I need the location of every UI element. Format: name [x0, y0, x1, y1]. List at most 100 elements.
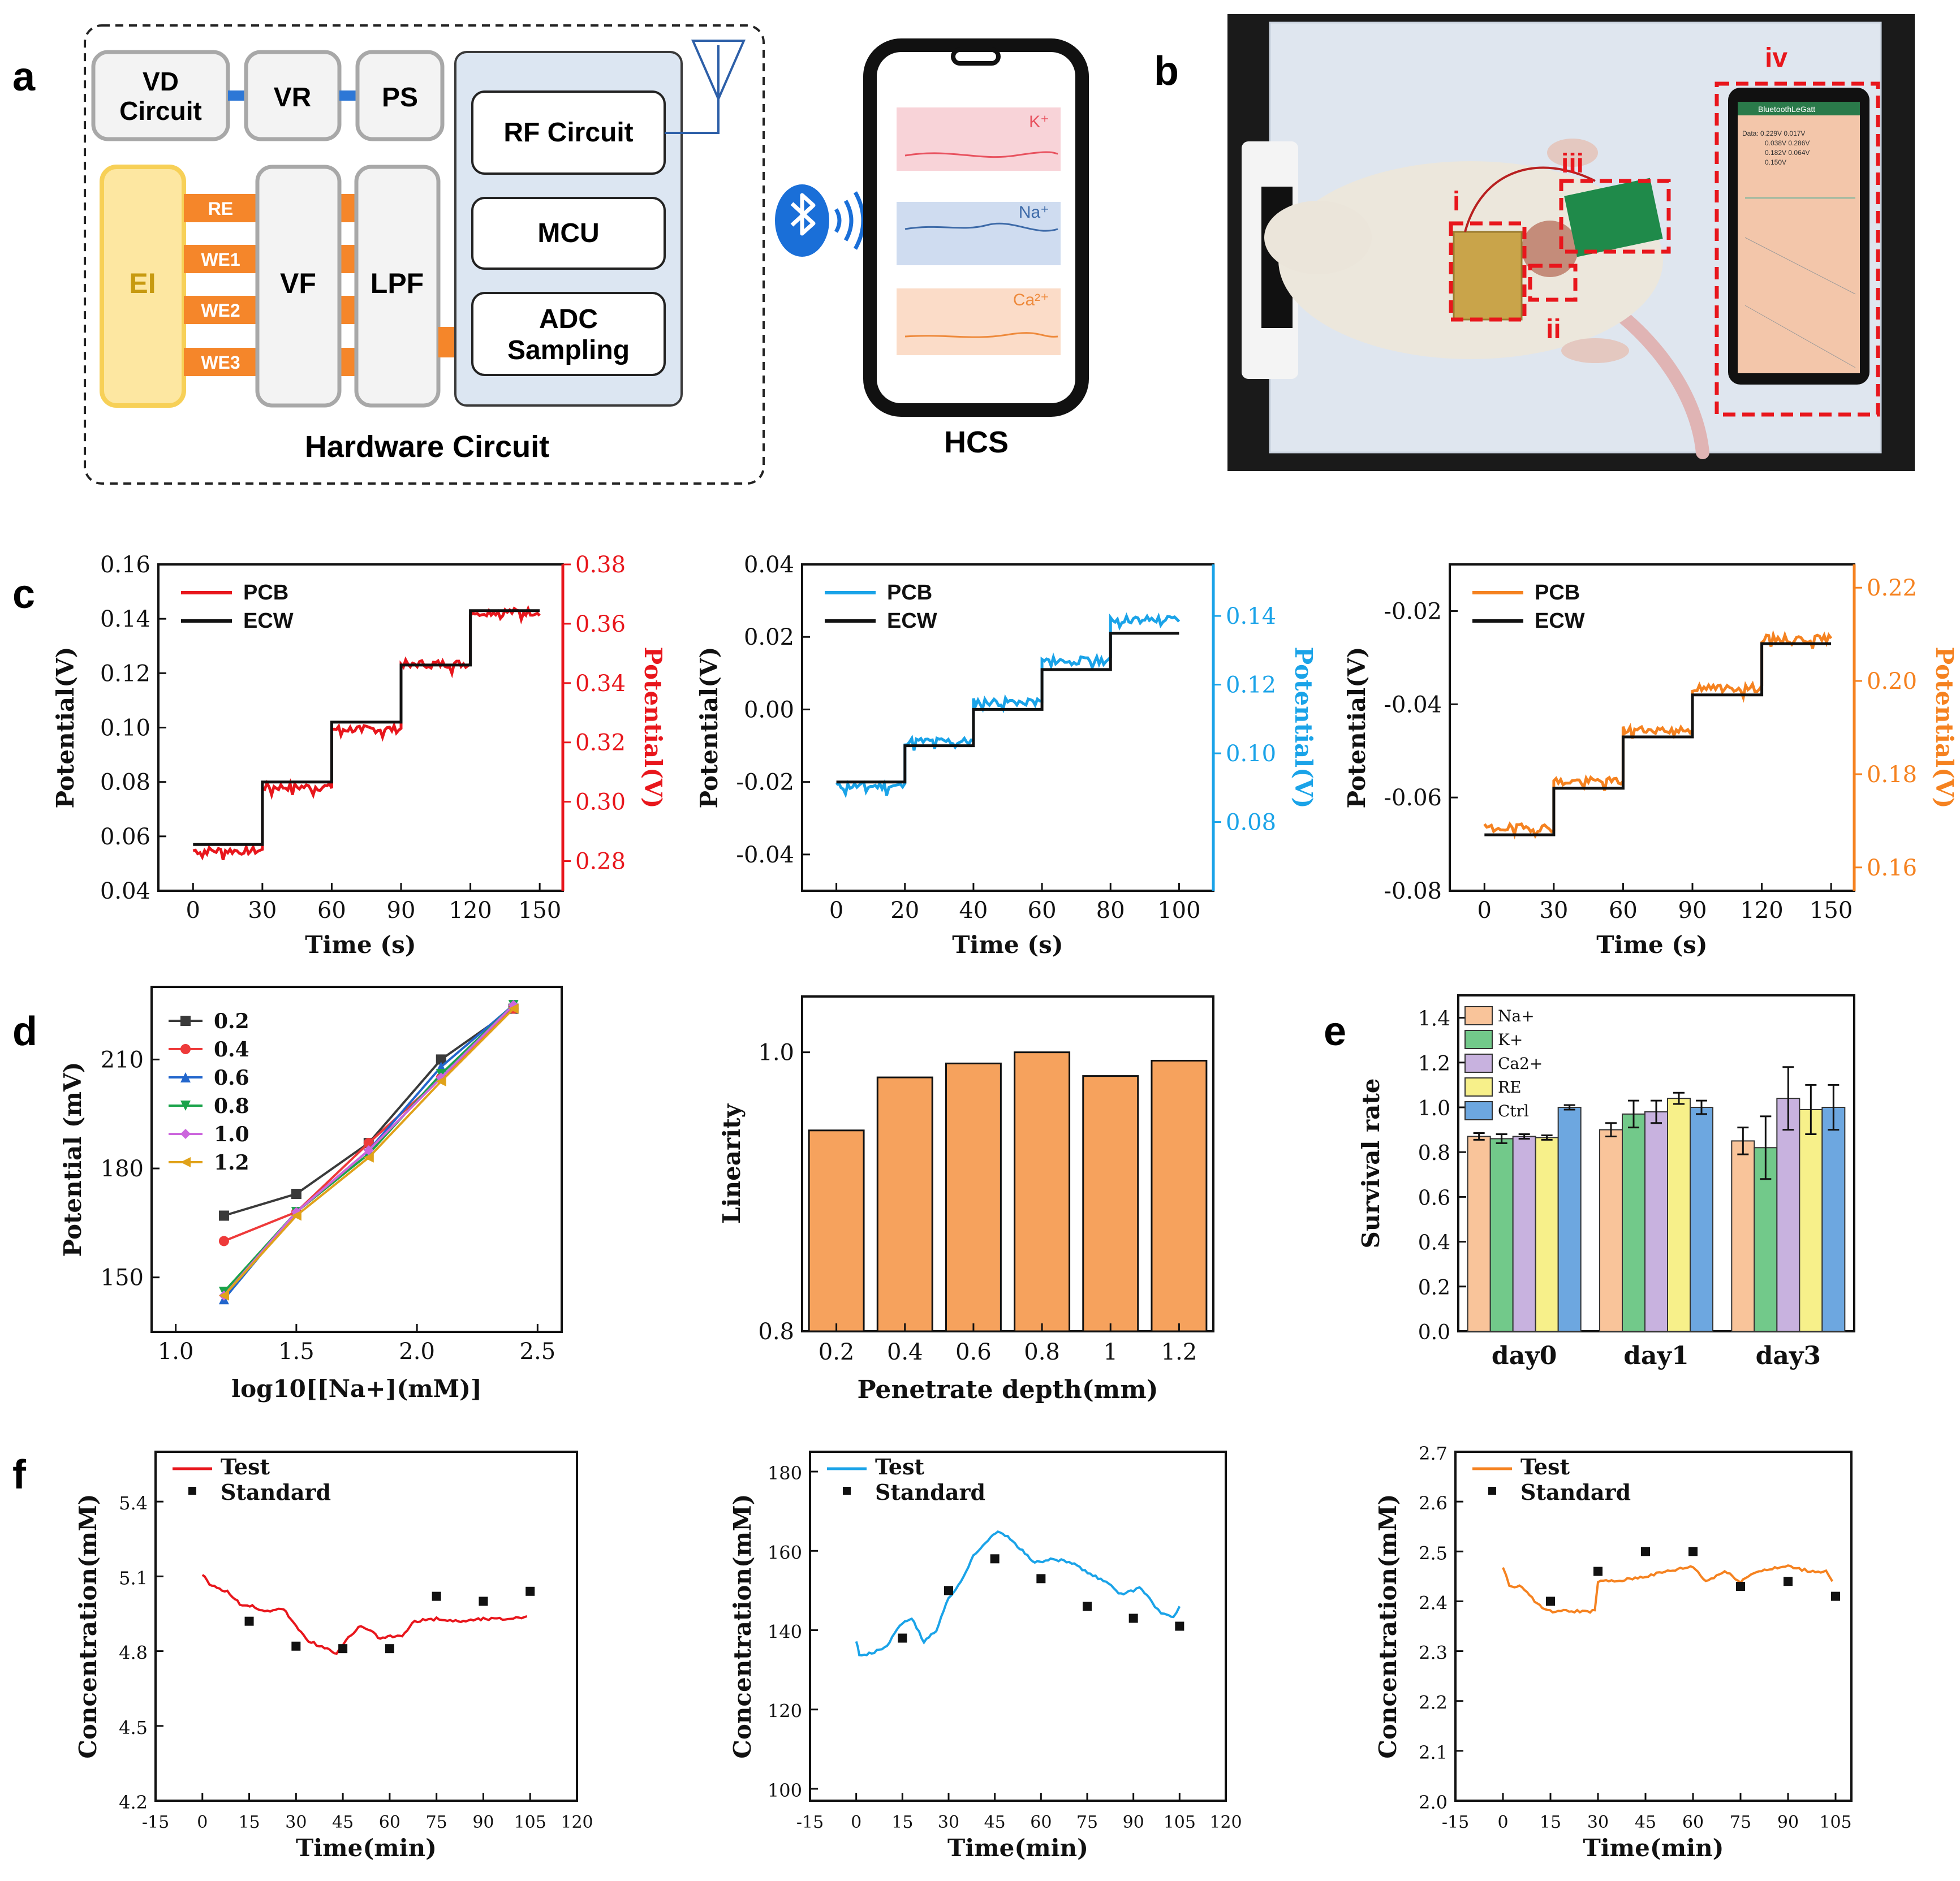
bar [945, 1062, 1002, 1332]
data-point [291, 1210, 301, 1221]
standard-point [898, 1633, 907, 1643]
x-tick-label: 60 [1682, 1813, 1704, 1832]
bar [808, 1129, 865, 1332]
y-axis-title: Potential(V) [1343, 647, 1371, 809]
bar [1690, 1107, 1713, 1332]
y-tick-label: 0.8 [758, 1319, 794, 1345]
legend-label-test: Test [875, 1454, 924, 1479]
data-point [180, 1101, 191, 1111]
y-tick-label: 140 [768, 1621, 802, 1643]
y-tick-label: 2.1 [1419, 1742, 1448, 1763]
x-tick-label: 60 [317, 898, 346, 924]
y2-tick-label: 0.12 [1226, 672, 1276, 698]
x-axis-title: Time (s) [305, 931, 416, 959]
y-tick-label: 0.0 [1418, 1321, 1450, 1344]
standard-point [1128, 1613, 1138, 1623]
ecw-series-line [836, 632, 1179, 784]
data-point [180, 1157, 191, 1167]
y2-tick-label: 0.38 [575, 552, 626, 578]
y-tick-label: 100 [768, 1780, 802, 1801]
y-tick-label: 0.10 [100, 715, 150, 741]
y-tick-label: 1.0 [1418, 1097, 1450, 1120]
bar [1731, 1140, 1755, 1332]
highlight-box-ii [1528, 264, 1578, 302]
x-tick-label: 0 [851, 1813, 861, 1832]
plot-frame [801, 563, 1214, 892]
y-tick-label: 4.8 [119, 1642, 148, 1664]
y-tick-label: 2.7 [1419, 1443, 1448, 1464]
legend-label-standard: Standard [875, 1479, 985, 1505]
electrode-we3: WE3 [201, 352, 240, 373]
test-series-line [201, 1574, 528, 1655]
y2-axis-title: Potential(V) [1290, 647, 1317, 809]
y-tick-label: -0.04 [736, 842, 794, 868]
y-axis-title: Potential (mV) [59, 1062, 87, 1257]
x-axis-title: Time(min) [1583, 1834, 1724, 1862]
y-tick-label: 0.4 [1418, 1232, 1450, 1255]
highlight-box-iv [1715, 81, 1880, 417]
adc-label-1: ADC [539, 304, 598, 334]
bar [1082, 1075, 1139, 1332]
y-tick-label: 2.5 [1419, 1542, 1448, 1564]
x-tick-label: 120 [1209, 1813, 1242, 1832]
highlight-box-iii [1559, 179, 1671, 254]
pcb-series-line [835, 612, 1181, 799]
chart-c1-k-potential: 0 30 60 90 120 150 0.04 0.06 0.08 0.10 0.12 0.14 0.1… [51, 552, 667, 959]
ei-label: EI [129, 268, 156, 299]
x-tick-label: 0.2 [819, 1339, 855, 1365]
adc-label-2: Sampling [507, 335, 630, 365]
series-0.2 [218, 1003, 519, 1221]
x-tick-label: 30 [248, 898, 277, 924]
standard-point [244, 1616, 254, 1626]
x-tick-label: 30 [285, 1813, 307, 1832]
data-point [436, 1076, 446, 1086]
x-tick-label: 45 [332, 1813, 354, 1832]
panel-label-a: a [12, 54, 36, 100]
standard-point [525, 1586, 535, 1596]
test-series-line [1502, 1564, 1834, 1614]
y-tick-label: 0.2 [1418, 1276, 1450, 1300]
bar [1489, 1138, 1514, 1332]
y-tick-label: 0.16 [100, 552, 150, 578]
hcs-caption: HCS [944, 425, 1009, 459]
x-tick-label: day0 [1492, 1341, 1557, 1370]
standard-point [291, 1641, 301, 1651]
y-axis-title: Survival rate [1357, 1078, 1385, 1248]
standard-point [432, 1591, 441, 1601]
bar [1776, 1098, 1800, 1332]
chart-f2-concentration: -15 0 15 30 45 60 75 90 105 120 100 120 140 160 180 Tes… [729, 1451, 1242, 1862]
legend-label: 0.2 [214, 1009, 249, 1033]
y-tick-label: 0.06 [100, 824, 150, 850]
x-tick-label: 105 [514, 1813, 546, 1832]
x-tick-label: 90 [1123, 1813, 1144, 1832]
standard-point [1593, 1567, 1603, 1576]
electrode-re: RE [208, 199, 233, 219]
standard-point [385, 1644, 394, 1654]
y-tick-label: 0.08 [100, 770, 150, 796]
x-tick-label: 1.0 [158, 1339, 194, 1365]
chart-e-survival: 0.0 0.2 0.4 0.6 0.8 1.0 1.2 1.4 day0 day1 day3 Na+ K… [1357, 994, 1855, 1370]
x-tick-label: 1.2 [1161, 1339, 1197, 1365]
standard-point [1641, 1547, 1650, 1556]
y-tick-label: 2.6 [1419, 1492, 1448, 1514]
y-tick-label: 0.14 [100, 606, 150, 632]
x-tick-label: 100 [1157, 898, 1200, 924]
bar [1014, 1051, 1071, 1332]
x-tick-label: 0.4 [887, 1339, 923, 1365]
y-axis-title: Concentration(mM) [729, 1494, 756, 1758]
x-axis-title: Time (s) [1596, 931, 1707, 959]
x-axis-title: Time (s) [952, 931, 1063, 959]
legend-label-test: Test [1520, 1454, 1570, 1479]
legend-label-ecw: ECW [243, 609, 294, 633]
phone-screen-header: BluetoothLeGatt [1758, 105, 1815, 114]
x-tick-label: 60 [379, 1813, 400, 1832]
phone-trace-label-na: Na⁺ [1019, 203, 1049, 222]
plot-frame [1454, 1451, 1853, 1802]
mcu-block [471, 197, 666, 270]
bar [1644, 1111, 1668, 1332]
x-tick-label: 40 [959, 898, 988, 924]
data-point [291, 1189, 301, 1199]
ei-block [100, 165, 186, 408]
y-tick-label: 180 [768, 1462, 802, 1484]
